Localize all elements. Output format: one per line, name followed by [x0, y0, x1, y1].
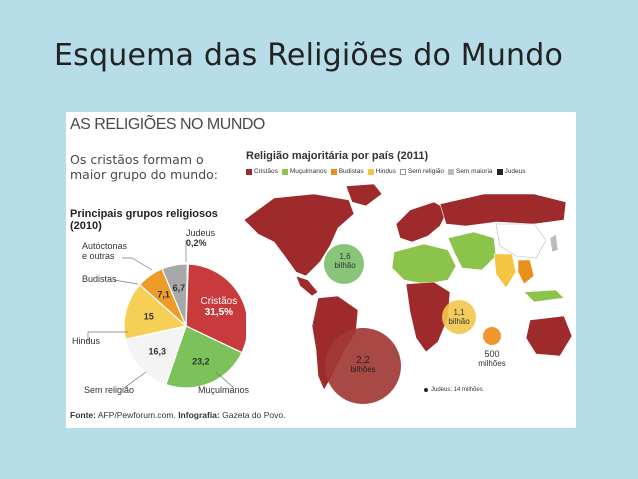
pie-subhead-line2: (2010) [70, 220, 102, 232]
legend-swatch-hindus [367, 168, 374, 175]
bubble-unit: bilhão [448, 317, 470, 326]
legend-item: Sem maioria [448, 168, 493, 175]
bubble-hindus [442, 300, 476, 334]
legend-item: Sem religião [399, 168, 445, 175]
pie-subhead: Principais grupos religiosos (2010) [70, 208, 218, 232]
map-north-africa [391, 243, 457, 285]
map-greenland [345, 183, 383, 207]
slide-title: Esquema das Religiões do Mundo [54, 38, 564, 73]
legend-label: Hindus [375, 168, 396, 175]
map-legend: Cristãos Muçulmanos Budistas Hindus Sem … [246, 168, 529, 175]
legend-swatch-buddhists [330, 168, 337, 175]
bubble-value: 1,1 [453, 308, 465, 317]
legend-label: Muçulmanos [289, 168, 327, 175]
bubble-unit: bilhões [350, 365, 376, 374]
map-north-america [243, 193, 355, 277]
legend-swatch-muslims [281, 168, 288, 175]
infographic-panel: AS RELIGIÕES NO MUNDO Os cristãos formam… [66, 112, 576, 428]
infographic-credit-value: Gazeta do Povo. [222, 410, 286, 420]
jews-note-text: Judeus: 14 milhões [431, 387, 483, 393]
legend-label: Sem maioria [456, 168, 493, 175]
legend-swatch-jews [496, 168, 503, 175]
legend-label: Budistas [338, 168, 364, 175]
bubble-muslims-value: 1,6 bilhão [330, 252, 360, 270]
jews-note: Judeus: 14 milhões [424, 387, 483, 393]
bubble-unit: milhões [478, 359, 506, 368]
pie-value-label: Cristãos 31,5% [201, 296, 238, 318]
pie-slice-mu-ulmanos [165, 325, 243, 389]
source-line: Fonte: AFP/Pewforum.com. Infografia: Gaz… [70, 410, 285, 420]
label-autoctonas-1: Autóctonas [82, 241, 128, 251]
map-southeast-asia [517, 259, 535, 285]
pie-leader-line [87, 331, 128, 342]
bubble-muslims [324, 244, 364, 284]
pie-value-cristaos-name: Cristãos [201, 296, 238, 307]
bubble-buddhists-value: 500 milhões [469, 349, 515, 369]
map-europe [395, 201, 449, 243]
map-japan [549, 233, 559, 253]
infographic-headline: Os cristãos formam o maior grupo do mund… [70, 152, 218, 182]
map-middle-east [447, 231, 497, 271]
pie-slice-judeus [185, 263, 189, 327]
legend-item: Hindus [367, 168, 396, 175]
map-title: Religião majoritária por país (2011) [246, 150, 429, 162]
label-muculmanos: Muçulmanos [198, 385, 250, 395]
legend-item: Judeus [496, 168, 526, 175]
map-central-america [295, 275, 319, 297]
source-label: Fonte: [70, 410, 96, 420]
religion-pie-chart: Cristãos 31,5% 23,2 16,3 15 7,16,7 [87, 240, 246, 389]
legend-item: Budistas [330, 168, 364, 175]
legend-item: Cristãos [246, 168, 278, 175]
pie-slice-crist-os [185, 263, 246, 354]
label-budistas: Budistas [82, 274, 117, 284]
bubble-christians-value: 2,2 bilhões [340, 355, 386, 375]
pie-subhead-line1: Principais grupos religiosos [70, 208, 218, 220]
pie-leader-line [123, 371, 147, 389]
bubble-buddhists [483, 327, 501, 345]
label-hindus: Hindus [72, 336, 101, 346]
label-judeus-value: 0,2% [186, 238, 207, 248]
pie-value-label: 7,1 [157, 290, 170, 300]
legend-swatch-christians [246, 168, 252, 175]
pie-leader-line [215, 371, 235, 389]
map-bubbles [324, 244, 501, 404]
label-autoctonas-2: e outras [82, 251, 115, 261]
pie-value-label: 6,7 [173, 283, 186, 293]
legend-item: Muçulmanos [281, 168, 327, 175]
pie-slice-sem-religi-o [124, 325, 187, 386]
world-map [243, 183, 573, 391]
pie-value-cristaos-pct: 31,5% [205, 307, 233, 318]
pie-slice-hindus [123, 283, 188, 340]
bubble-value: 500 [484, 349, 500, 359]
legend-label: Judeus [504, 168, 526, 175]
jews-dot-icon [424, 388, 428, 392]
pie-value-label: 15 [144, 311, 154, 321]
bubble-christians [325, 328, 401, 404]
map-china [495, 223, 547, 259]
pie-value-label: 23,2 [192, 356, 210, 366]
label-sem-religiao: Sem religião [84, 385, 135, 395]
bubble-hindus-value: 1,1 bilhão [444, 308, 474, 326]
map-southern-africa [405, 281, 451, 353]
pie-leader-line [113, 279, 139, 285]
infographic-title: AS RELIGIÕES NO MUNDO [70, 116, 265, 133]
map-indonesia [523, 289, 565, 303]
legend-swatch-no-majority [448, 168, 455, 175]
legend-label: Cristãos [254, 168, 278, 175]
pie-value-label: 16,3 [149, 347, 167, 357]
bubble-value: 1,6 [339, 252, 351, 261]
legend-label: Sem religião [407, 168, 445, 175]
map-russia [439, 193, 567, 227]
map-australia [525, 315, 573, 357]
map-india [493, 253, 517, 289]
legend-swatch-no-religion [399, 168, 406, 175]
source-value: AFP/Pewforum.com. [97, 410, 176, 420]
label-judeus: Judeus [186, 228, 216, 238]
infographic-credit-label: Infografia: [178, 410, 220, 420]
bubble-value: 2,2 [356, 355, 370, 366]
bubble-unit: bilhão [334, 261, 356, 270]
pie-leader-line [122, 257, 153, 271]
